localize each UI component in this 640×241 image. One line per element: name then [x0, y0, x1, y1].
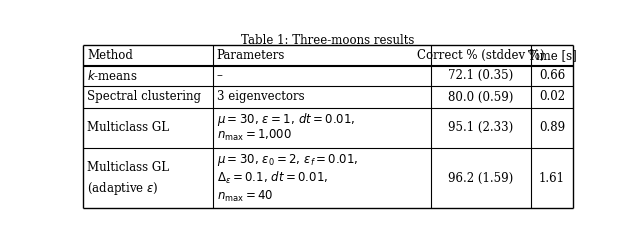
- Text: 0.02: 0.02: [539, 90, 565, 103]
- Text: $\mu = 30,\, \epsilon_0 = 2,\, \epsilon_f = 0.01,$: $\mu = 30,\, \epsilon_0 = 2,\, \epsilon_…: [217, 152, 358, 168]
- Text: 0.66: 0.66: [539, 69, 565, 82]
- Text: Table 1: Three-moons results: Table 1: Three-moons results: [241, 34, 415, 47]
- Text: Multiclass GL: Multiclass GL: [87, 161, 169, 174]
- Text: Multiclass GL: Multiclass GL: [87, 121, 169, 134]
- Text: $\mu = 30,\, \epsilon = 1,\, dt = 0.01,$: $\mu = 30,\, \epsilon = 1,\, dt = 0.01,$: [217, 111, 355, 128]
- Text: 1.61: 1.61: [539, 172, 565, 185]
- Text: –: –: [217, 69, 223, 82]
- Text: $n_{\mathrm{max}} = 1{,}000$: $n_{\mathrm{max}} = 1{,}000$: [217, 128, 292, 143]
- Text: 3 eigenvectors: 3 eigenvectors: [217, 90, 305, 103]
- Text: $\Delta_\epsilon = 0.1,\, dt = 0.01,$: $\Delta_\epsilon = 0.1,\, dt = 0.01,$: [217, 170, 328, 186]
- Text: $k$-means: $k$-means: [87, 69, 138, 83]
- Text: $n_{\mathrm{max}} = 40$: $n_{\mathrm{max}} = 40$: [217, 189, 273, 204]
- Text: (adaptive $\epsilon$): (adaptive $\epsilon$): [87, 180, 159, 197]
- Text: Time [s]: Time [s]: [528, 49, 577, 62]
- Text: 96.2 (1.59): 96.2 (1.59): [449, 172, 514, 185]
- Text: 72.1 (0.35): 72.1 (0.35): [449, 69, 514, 82]
- Text: Spectral clustering: Spectral clustering: [87, 90, 201, 103]
- Text: Parameters: Parameters: [217, 49, 285, 62]
- Text: 95.1 (2.33): 95.1 (2.33): [449, 121, 514, 134]
- Text: Correct % (stddev %): Correct % (stddev %): [417, 49, 545, 62]
- Text: 0.89: 0.89: [539, 121, 565, 134]
- Text: Method: Method: [87, 49, 133, 62]
- Text: 80.0 (0.59): 80.0 (0.59): [449, 90, 514, 103]
